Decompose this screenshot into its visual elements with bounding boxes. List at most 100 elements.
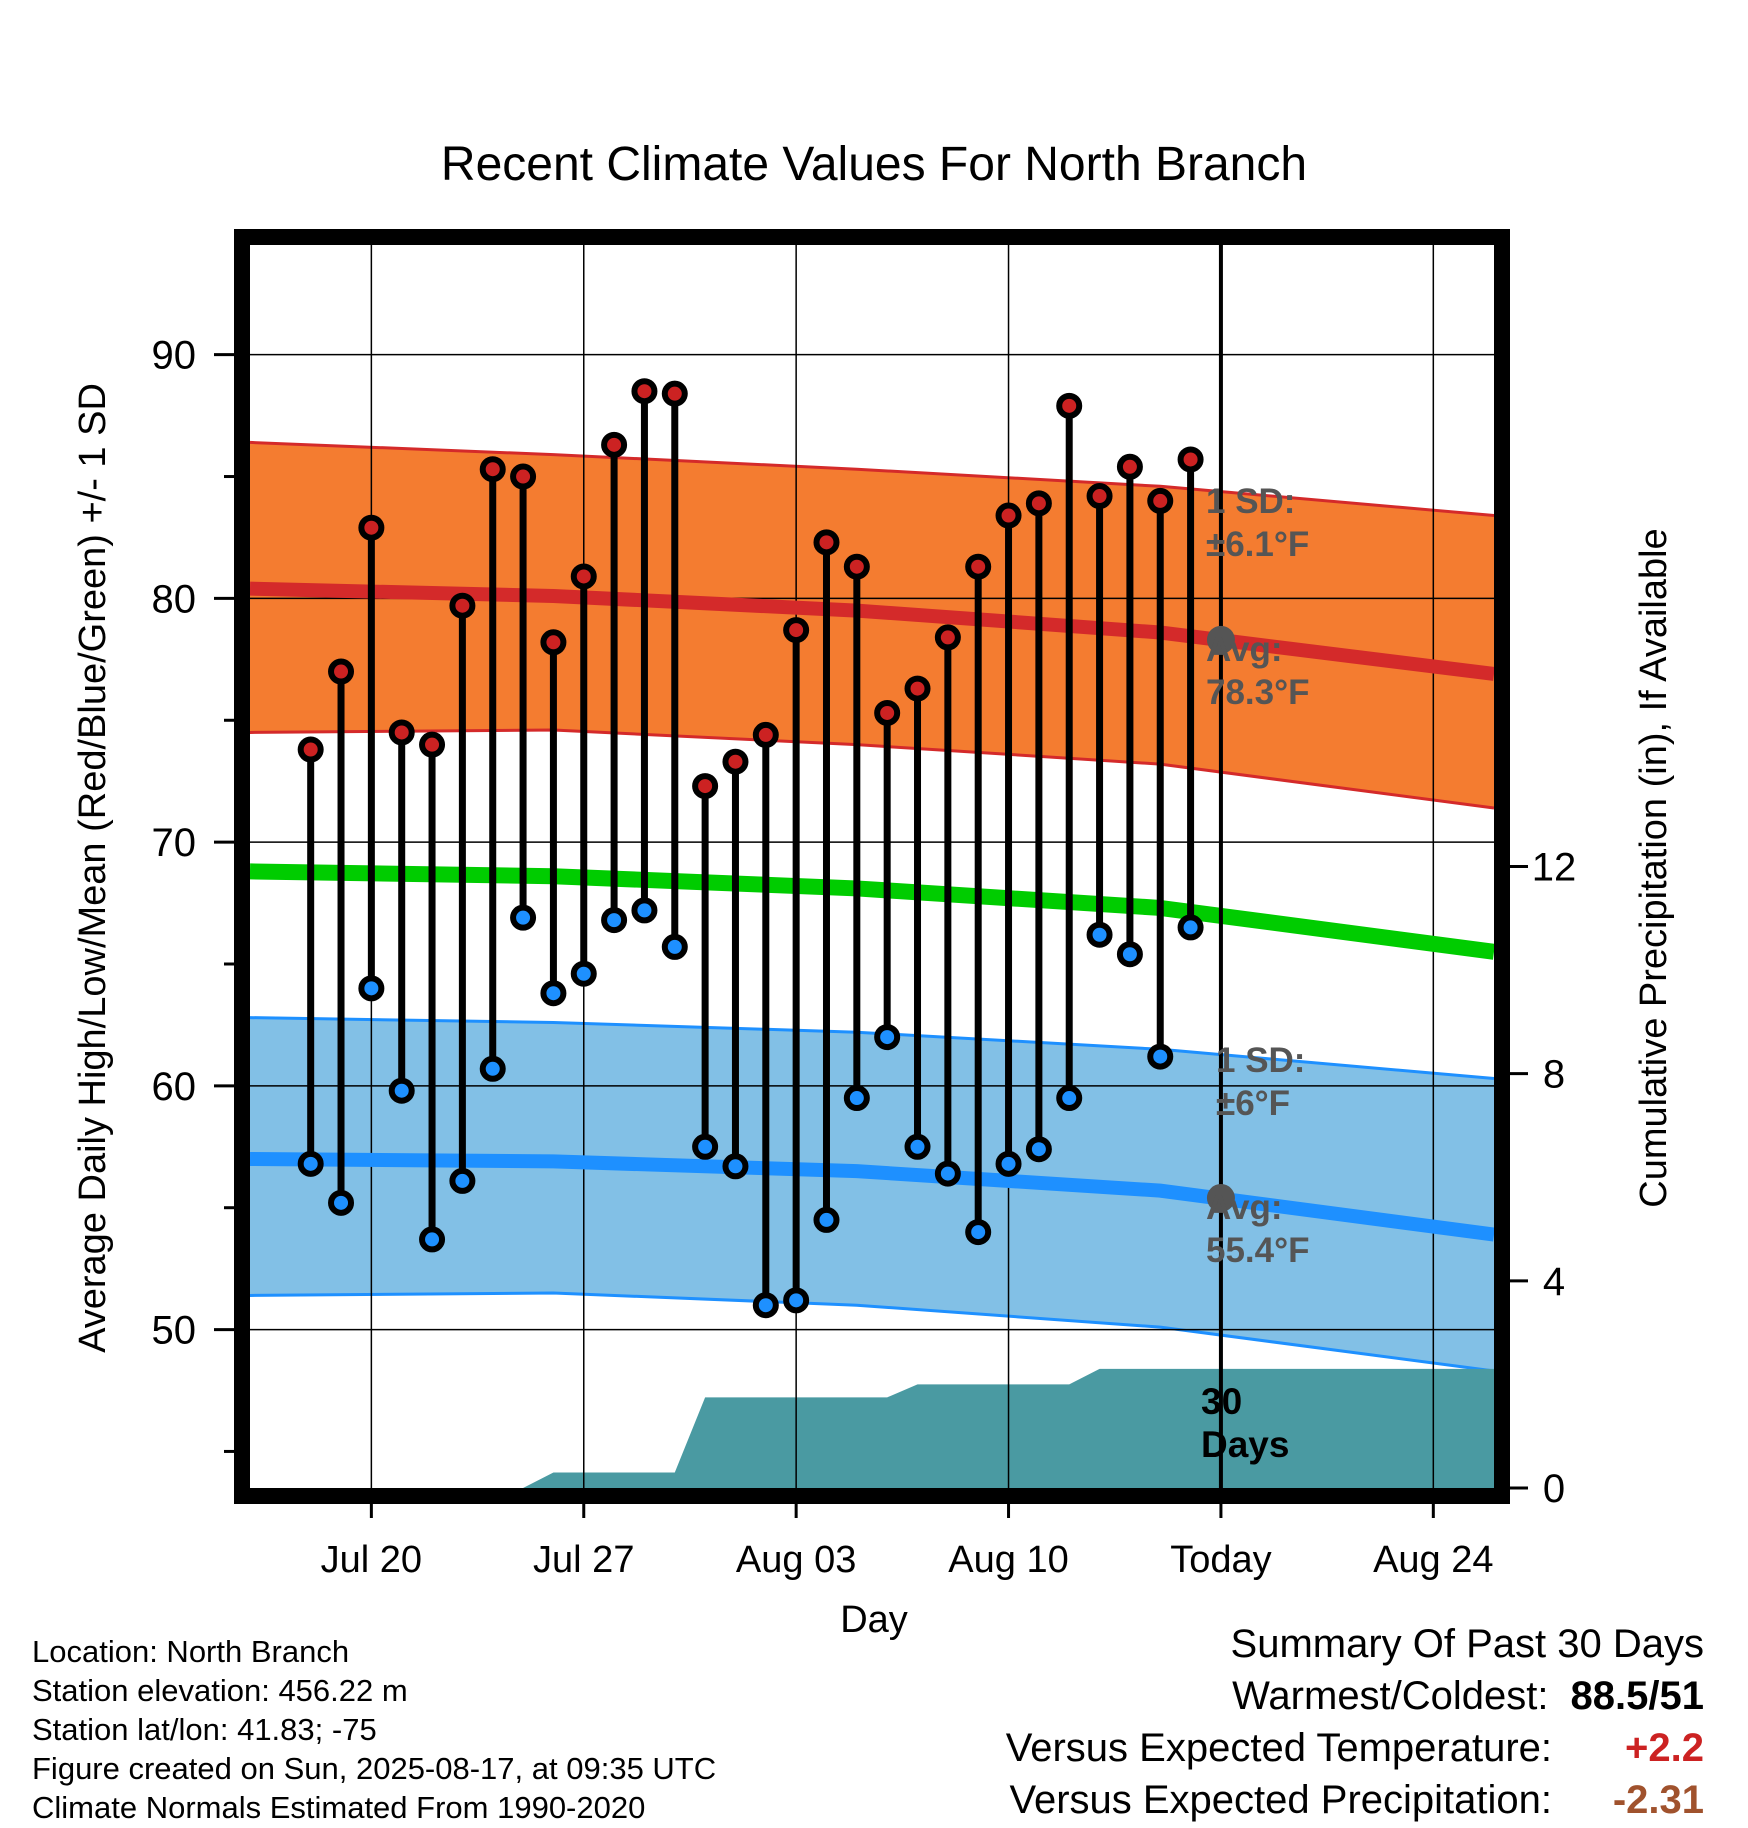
y2-tick-label: 12	[1532, 846, 1577, 890]
summary-warmest-value: 88.5/51	[1570, 1674, 1704, 1718]
daily-high-point	[783, 617, 810, 644]
daily-high-point	[934, 624, 961, 651]
summary-temp-value: +2.2	[1625, 1726, 1704, 1770]
daily-high-point	[510, 463, 537, 490]
daily-low-point	[601, 907, 628, 934]
daily-low-point	[1116, 941, 1143, 968]
daily-high-point	[692, 773, 719, 800]
x-tick-label: Jul 20	[321, 1539, 422, 1581]
elevation-text: Station elevation: 456.22 m	[32, 1673, 408, 1708]
low-sd-band	[250, 1017, 1494, 1372]
daily-high-point	[601, 431, 628, 458]
x-tick-label: Aug 03	[736, 1539, 856, 1581]
summary-precip-label: Versus Expected Precipitation:	[1009, 1778, 1552, 1822]
daily-high-point	[1086, 483, 1113, 510]
daily-low-point	[297, 1150, 324, 1177]
y-axis-label: Average Daily High/Low/Mean (Red/Blue/Gr…	[72, 383, 114, 1353]
daily-high-point	[328, 658, 355, 685]
high-sd-label: 1 SD:	[1206, 482, 1295, 521]
daily-low-point	[570, 960, 597, 987]
daily-low-point	[328, 1189, 355, 1216]
daily-low-point	[722, 1153, 749, 1180]
summary-title: Summary Of Past 30 Days	[1230, 1622, 1704, 1666]
sd-band-edge-high-upper	[249, 440, 1495, 518]
daily-low-point	[510, 904, 537, 931]
created-text: Figure created on Sun, 2025-08-17, at 09…	[32, 1751, 717, 1786]
latlon-text: Station lat/lon: 41.83; -75	[32, 1712, 377, 1747]
daily-high-point	[358, 514, 385, 541]
daily-high-point	[419, 731, 446, 758]
x-tick-label: Aug 24	[1373, 1539, 1493, 1581]
daily-high-point	[843, 553, 870, 580]
y2-tick-label: 8	[1543, 1053, 1565, 1097]
daily-high-point	[449, 592, 476, 619]
daily-high-point	[479, 456, 506, 483]
daily-low-point	[1025, 1136, 1052, 1163]
daily-high-point	[661, 380, 688, 407]
summary-temp-label: Versus Expected Temperature:	[1005, 1726, 1552, 1770]
precip-label-line2: Days	[1201, 1424, 1289, 1465]
daily-low-point	[995, 1150, 1022, 1177]
daily-low-point	[965, 1219, 992, 1246]
daily-low-point	[631, 897, 658, 924]
daily-low-point	[540, 980, 567, 1007]
low-sd-value: ±6°F	[1216, 1084, 1290, 1123]
summary-precip-value: -2.31	[1612, 1778, 1704, 1822]
daily-low-point	[813, 1206, 840, 1233]
daily-low-point	[1086, 921, 1113, 948]
today-high-avg-marker	[1206, 625, 1235, 654]
daily-low-point	[752, 1292, 779, 1319]
daily-high-point	[1177, 446, 1204, 473]
plot-frame	[234, 229, 1510, 1504]
x-axis-label: Day	[840, 1599, 908, 1641]
summary-warmest-row: Warmest/Coldest: 88.5/51	[1006, 1670, 1704, 1722]
low-sd-label: 1 SD:	[1216, 1041, 1305, 1080]
y-tick-label: 90	[152, 334, 197, 378]
daily-high-point	[752, 721, 779, 748]
daily-low-point	[1177, 914, 1204, 941]
daily-high-point	[874, 699, 901, 726]
summary-warmest-label: Warmest/Coldest:	[1232, 1674, 1549, 1718]
daily-low-point	[783, 1287, 810, 1314]
daily-low-point	[419, 1226, 446, 1253]
daily-low-point	[934, 1160, 961, 1187]
y-tick-label: 60	[152, 1065, 197, 1109]
summary-panel: Summary Of Past 30 Days Warmest/Coldest:…	[1006, 1618, 1704, 1826]
plot-area: 1 SD: ±6.1°F Avg: 78.3°F 1 SD: ±6°F Avg: 55.4°F…	[249, 245, 1496, 1488]
chart-title: Recent Climate Values For North Branch	[441, 138, 1307, 191]
low-avg-label: Avg:	[1206, 1188, 1282, 1227]
station-info: Location: North Branch Station elevation…	[32, 1632, 716, 1827]
daily-high-point	[297, 736, 324, 763]
daily-low-point	[843, 1085, 870, 1112]
precip-label-line1: 30	[1201, 1381, 1242, 1422]
daily-high-point	[722, 748, 749, 775]
daily-low-point	[388, 1077, 415, 1104]
daily-high-point	[965, 553, 992, 580]
today-low-avg-marker	[1206, 1183, 1235, 1212]
daily-high-point	[570, 563, 597, 590]
sd-band-edge-low-lower	[249, 1291, 1495, 1373]
location-text: Location: North Branch	[32, 1634, 350, 1669]
daily-low-point	[874, 1024, 901, 1051]
y-tick-label: 80	[152, 577, 197, 621]
avg-mean-line	[249, 863, 1496, 960]
daily-low-point	[1056, 1085, 1083, 1112]
daily-low-point	[449, 1167, 476, 1194]
daily-low-point	[661, 933, 688, 960]
daily-high-point	[813, 529, 840, 556]
high-sd-value: ±6.1°F	[1206, 525, 1309, 564]
y-tick-label: 70	[152, 821, 197, 865]
daily-low-point	[1147, 1043, 1174, 1070]
x-tick-label: Jul 27	[533, 1539, 634, 1581]
avg-low-line	[249, 1151, 1495, 1242]
daily-high-point	[1025, 490, 1052, 517]
daily-high-point	[540, 629, 567, 656]
daily-high-point	[388, 719, 415, 746]
precip-area	[250, 1368, 1494, 1488]
daily-low-point	[692, 1133, 719, 1160]
daily-low-point	[904, 1133, 931, 1160]
daily-high-point	[995, 502, 1022, 529]
normals-text: Climate Normals Estimated From 1990-2020	[32, 1790, 646, 1825]
high-avg-label: Avg:	[1206, 630, 1282, 669]
y-tick-label: 50	[152, 1309, 197, 1353]
